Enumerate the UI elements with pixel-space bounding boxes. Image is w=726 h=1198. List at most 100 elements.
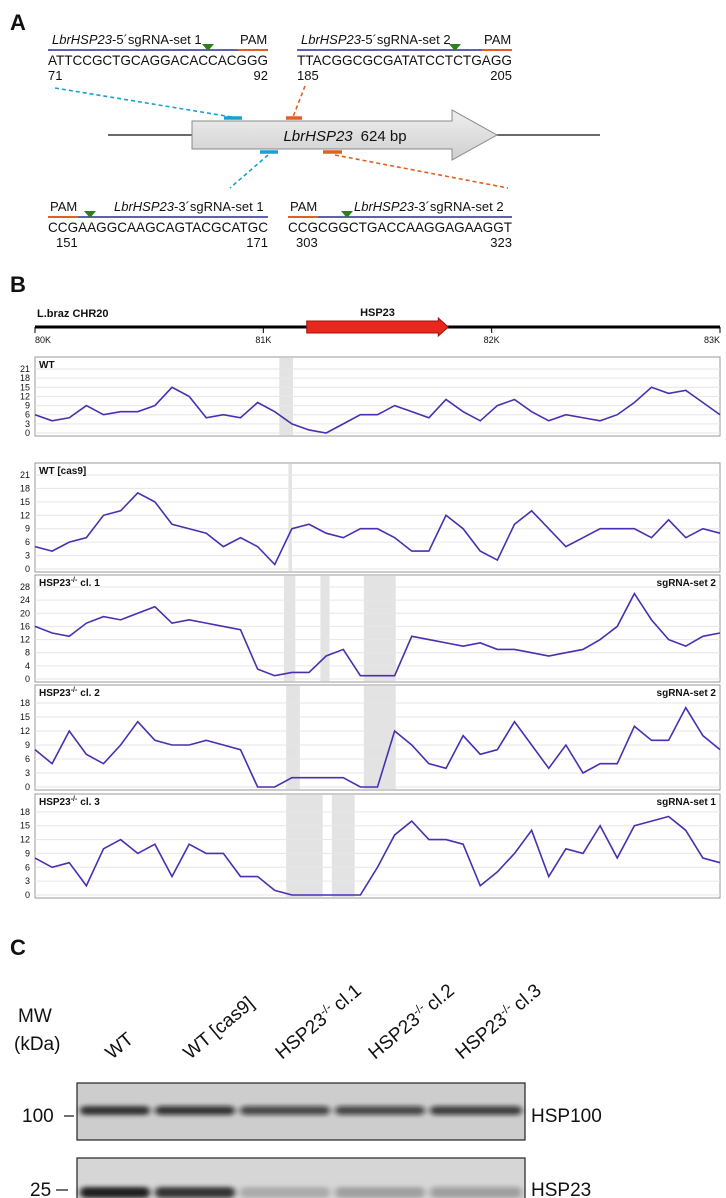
seq-start: 185	[297, 68, 319, 83]
sgrna-label: LbrHSP23-5´sgRNA-set 1	[52, 32, 202, 47]
sgrna-label: LbrHSP23-3´sgRNA-set 2	[354, 199, 504, 214]
band	[80, 1106, 150, 1115]
y-tick-label: 21	[20, 364, 30, 374]
band	[80, 1187, 150, 1198]
chromosome-label: L.braz CHR20	[37, 308, 109, 320]
gene-feature-label: HSP23	[360, 307, 395, 319]
y-tick-label: 6	[25, 410, 30, 420]
seq-end: 205	[490, 68, 512, 83]
sgrna-name: -5´sgRNA-set 1	[112, 32, 202, 47]
sequence: ATTCCGCTGCAGGACACCACGGG	[48, 52, 268, 68]
y-tick-label: 21	[20, 470, 30, 480]
mw-label: MW	[18, 1006, 52, 1027]
sgrna-gene: LbrHSP23	[114, 199, 175, 214]
lane-label: WT	[102, 1029, 138, 1064]
band	[155, 1187, 235, 1198]
panel-label: A	[10, 10, 26, 35]
y-tick-label: 3	[25, 768, 30, 778]
y-tick-label: 15	[20, 712, 30, 722]
y-tick-label: 18	[20, 483, 30, 493]
gene-feature	[307, 318, 449, 336]
sequence: CCGAAGGCAAGCAGTACGCATGC	[48, 219, 268, 235]
lane-name: WT	[102, 1029, 138, 1064]
y-tick-label: 0	[25, 782, 30, 792]
track-superscript: -/-	[71, 577, 78, 584]
deletion-region	[286, 686, 300, 789]
sequence: CCGCGGCTGACCAAGGAGAAGGT	[288, 219, 512, 235]
x-tick-label: 82K	[484, 335, 500, 345]
y-tick-label: 20	[20, 608, 30, 618]
sgrna-gene: LbrHSP23	[354, 199, 415, 214]
lane-label: WT [cas9]	[180, 993, 259, 1064]
seq-end: 92	[254, 68, 268, 83]
seq-start: 71	[48, 68, 62, 83]
y-tick-label: 9	[25, 740, 30, 750]
track-name-main: WT	[39, 360, 55, 371]
lane-label: HSP23-/-cl.3	[450, 979, 545, 1064]
sequence: TTACGGCGCGATATCCTCTGAGG	[297, 52, 512, 68]
band	[335, 1106, 425, 1115]
band	[430, 1106, 522, 1115]
lane-clone: cl.3	[510, 980, 546, 1015]
zoom-line	[335, 155, 508, 188]
track-frame	[35, 794, 720, 898]
y-tick-label: 28	[20, 582, 30, 592]
y-tick-label: 18	[20, 807, 30, 817]
y-tick-label: 18	[20, 373, 30, 383]
y-tick-label: 9	[25, 524, 30, 534]
y-tick-label: 9	[25, 848, 30, 858]
track-note: sgRNA-set 2	[657, 578, 717, 589]
panel-label: B	[10, 272, 26, 297]
lane-name: HSP23	[272, 1009, 332, 1064]
lane-name: HSP23	[365, 1009, 425, 1064]
zoom-line	[230, 155, 268, 188]
x-tick-label: 80K	[35, 335, 51, 345]
deletion-region	[286, 795, 323, 897]
sgrna-label: LbrHSP23-3´sgRNA-set 1	[114, 199, 264, 214]
track-clone: cl. 3	[80, 797, 100, 808]
seq-start: 151	[56, 235, 78, 250]
sgrna-name: -3´sgRNA-set 1	[174, 199, 264, 214]
zoom-line	[293, 86, 305, 117]
protein-label: HSP100	[531, 1106, 602, 1127]
y-tick-label: 3	[25, 551, 30, 561]
panel-label: C	[10, 935, 26, 960]
sgrna-gene: LbrHSP23	[301, 32, 362, 47]
y-tick-label: 6	[25, 754, 30, 764]
lane-name: HSP23	[452, 1009, 512, 1064]
pam-label: PAM	[50, 199, 77, 214]
track-clone: cl. 1	[80, 578, 100, 589]
sgrna-label: LbrHSP23-5´sgRNA-set 2	[301, 32, 451, 47]
band	[430, 1187, 522, 1198]
sgrna-name: -3´sgRNA-set 2	[414, 199, 504, 214]
pam-label: PAM	[484, 32, 511, 47]
deletion-region	[332, 795, 355, 897]
pam-label: PAM	[290, 199, 317, 214]
y-tick-label: 12	[20, 835, 30, 845]
lane-name: WT [cas9]	[180, 993, 259, 1064]
y-tick-label: 16	[20, 621, 30, 631]
seq-end: 323	[490, 235, 512, 250]
deletion-region	[364, 686, 396, 789]
x-tick-label: 83K	[704, 335, 720, 345]
sgrna-name: -5´sgRNA-set 2	[361, 32, 451, 47]
track-name: HSP23-/-cl. 1	[39, 577, 100, 589]
y-tick-label: 12	[20, 391, 30, 401]
seq-start: 303	[296, 235, 318, 250]
lane-label: HSP23-/-cl.1	[270, 979, 365, 1064]
y-tick-label: 0	[25, 564, 30, 574]
y-tick-label: 4	[25, 661, 30, 671]
y-tick-label: 12	[20, 635, 30, 645]
y-tick-label: 15	[20, 382, 30, 392]
mw-marker: 100	[22, 1106, 54, 1127]
track-clone: cl. 2	[80, 688, 100, 699]
y-tick-label: 15	[20, 497, 30, 507]
y-tick-label: 0	[25, 428, 30, 438]
lane-clone: cl.2	[423, 980, 459, 1015]
y-tick-label: 0	[25, 890, 30, 900]
mw-unit: (kDa)	[14, 1034, 60, 1055]
gene-name: LbrHSP23	[283, 128, 353, 145]
y-tick-label: 8	[25, 648, 30, 658]
zoom-line	[55, 88, 232, 117]
